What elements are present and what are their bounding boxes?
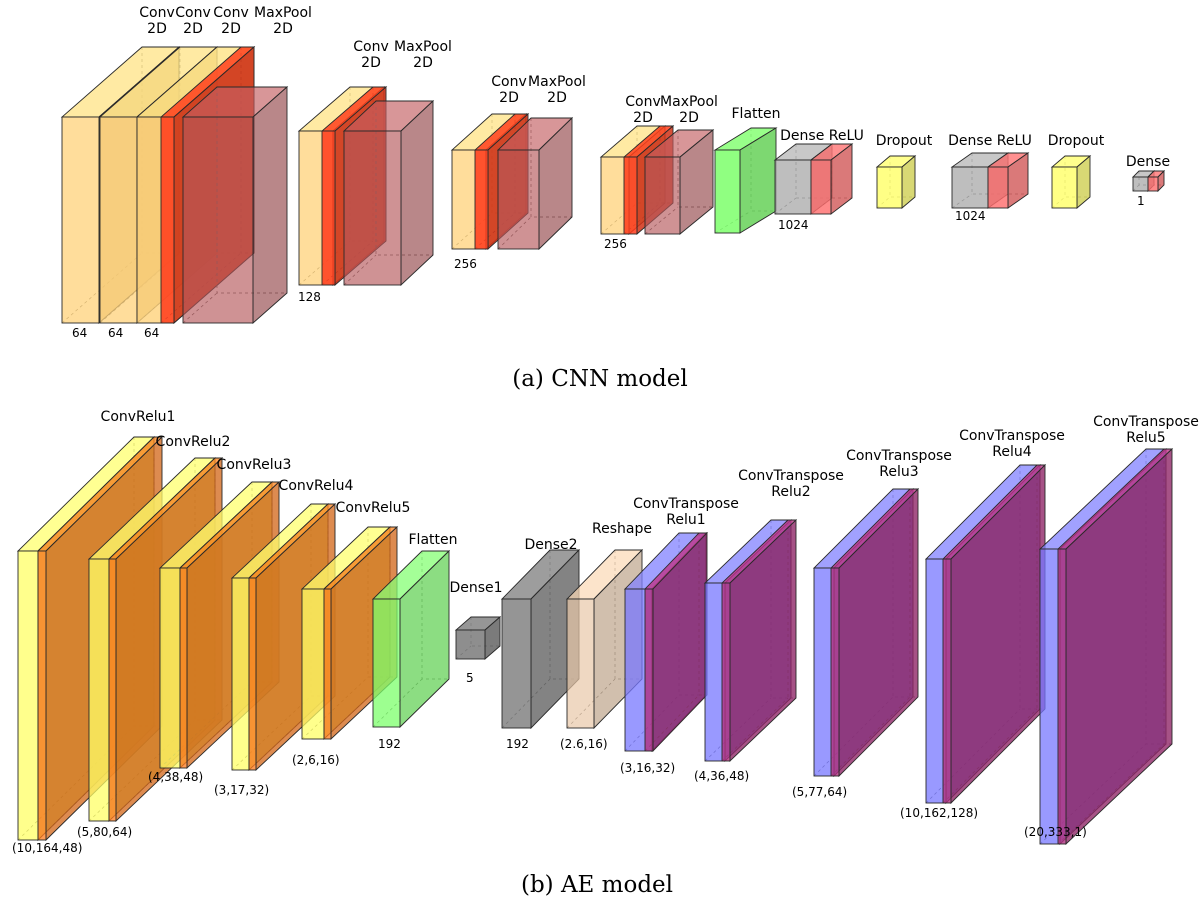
ae-label-e4: ConvRelu4 (279, 478, 354, 494)
ae-label-e3: ConvRelu3 (217, 457, 292, 473)
cnn-label-drop2: Dropout (1048, 133, 1105, 149)
ae-dim-e3: (4,38,48) (148, 770, 203, 784)
cnn-label-dense2: Dense ReLU (948, 133, 1032, 149)
ae-dim-t3: (5,77,64) (792, 785, 847, 799)
cnn-label-mp4-line1: MaxPool (660, 94, 718, 110)
cnn-flatten-box (713, 127, 778, 234)
cnn-maxpool4-box (643, 129, 715, 235)
caption-ae: (b) AE model (521, 872, 673, 898)
cnn-dense1-relu-box (809, 143, 854, 215)
cnn-dense2-relu-box (986, 152, 1030, 209)
cnn-label-mp1-line1: MaxPool (254, 5, 312, 21)
ae-label-t1-line1: ConvTranspose (633, 496, 739, 512)
ae-label-flatten: Flatten (409, 532, 458, 548)
cnn-label-c6-line1: Conv (625, 94, 661, 110)
cnn-dim-1: 64 (72, 326, 87, 340)
ae-label-t2-line1: ConvTranspose (738, 468, 844, 484)
ae-label-reshape: Reshape (592, 521, 652, 537)
ae-label-dense2: Dense2 (524, 537, 577, 553)
cnn-label-mp4-line2: 2D (679, 110, 699, 126)
ae-dim-e2: (5,80,64) (77, 825, 132, 839)
ae-tconv4-relu-box (941, 463, 1047, 805)
ae-dim-t1: (3,16,32) (620, 761, 675, 775)
ae-dim-dense1: 5 (466, 671, 474, 685)
ae-label-t4-line1: ConvTranspose (959, 428, 1065, 444)
cnn-label-mp2-line1: MaxPool (394, 39, 452, 55)
cnn-label-dense1: Dense ReLU (780, 128, 864, 144)
cnn-dropout2-box (1050, 155, 1092, 209)
ae-label-t3-line1: ConvTranspose (846, 448, 952, 464)
ae-label-e1: ConvRelu1 (101, 409, 176, 425)
ae-dim-e1: (10,164,48) (12, 841, 82, 855)
ae-dim-t5: (20,333,1) (1024, 825, 1087, 839)
ae-dim-flatten: 192 (378, 737, 401, 751)
ae-tconv2-relu-box (720, 518, 798, 763)
ae-label-e5: ConvRelu5 (336, 500, 411, 516)
cnn-dim-2: 64 (108, 326, 123, 340)
cnn-label-drop1: Dropout (876, 133, 933, 149)
ae-label-dense1: Dense1 (449, 580, 502, 596)
ae-label-t3-line2: Relu3 (879, 464, 918, 480)
cnn-label-c6-line2: 2D (633, 110, 653, 126)
cnn-label-c4-line1: Conv (353, 39, 389, 55)
ae-dim-reshape: (2.6,16) (560, 737, 608, 751)
ae-dim-e5: (2,6,16) (292, 753, 340, 767)
ae-dim-e4: (3,17,32) (214, 783, 269, 797)
cnn-label-c3-line1: Conv (213, 5, 249, 21)
cnn-label-flatten: Flatten (732, 106, 781, 122)
cnn-dim-4: 128 (298, 290, 321, 304)
ae-label-t2-line2: Relu2 (771, 484, 810, 500)
cnn-label-c1-line2: 2D (147, 21, 167, 37)
cnn-maxpool1-box (181, 86, 289, 324)
ae-dim-dense2: 192 (506, 737, 529, 751)
ae-label-t5-line2: Relu5 (1126, 430, 1165, 446)
cnn-dim-7: 1024 (778, 218, 809, 232)
ae-tconv5-relu-box (1056, 447, 1174, 846)
cnn-maxpool3-box (496, 116, 574, 251)
cnn-dim-6: 256 (604, 237, 627, 251)
ae-label-e2: ConvRelu2 (156, 434, 231, 450)
cnn-label-c1-line1: Conv (139, 5, 175, 21)
cnn-label-c2-line1: Conv (175, 5, 211, 21)
cnn-label-mp2-line2: 2D (413, 55, 433, 71)
ae-tconv1-relu-box (643, 531, 709, 753)
ae-label-t1-line2: Relu1 (666, 512, 705, 528)
cnn-maxpool2-box (342, 99, 435, 287)
cnn-label-c5-line2: 2D (499, 90, 519, 106)
cnn-dropout1-box (875, 155, 917, 209)
cnn-dense3-relu-box (1146, 169, 1166, 193)
ae-label-t5-line1: ConvTranspose (1093, 414, 1199, 430)
cnn-label-mp3-line2: 2D (547, 90, 567, 106)
cnn-dim-5: 256 (454, 257, 477, 271)
cnn-dim-8: 1024 (955, 209, 986, 223)
cnn-label-c2-line2: 2D (183, 21, 203, 37)
cnn-dim-9: 1 (1137, 194, 1145, 208)
ae-label-t4-line2: Relu4 (992, 444, 1031, 460)
cnn-label-mp1-line2: 2D (273, 21, 293, 37)
caption-cnn: (a) CNN model (512, 366, 687, 392)
cnn-label-mp3-line1: MaxPool (528, 74, 586, 90)
ae-dense1-box (454, 616, 502, 660)
ae-tconv3-relu-box (829, 487, 920, 778)
ae-dim-t4: (10,162,128) (900, 806, 978, 820)
cnn-dim-3: 64 (144, 326, 159, 340)
ae-flatten-box (371, 549, 451, 729)
cnn-label-dense3: Dense (1126, 154, 1170, 170)
cnn-label-c3-line2: 2D (221, 21, 241, 37)
cnn-label-c5-line1: Conv (491, 74, 527, 90)
ae-dim-t2: (4,36,48) (694, 769, 749, 783)
cnn-label-c4-line2: 2D (361, 55, 381, 71)
